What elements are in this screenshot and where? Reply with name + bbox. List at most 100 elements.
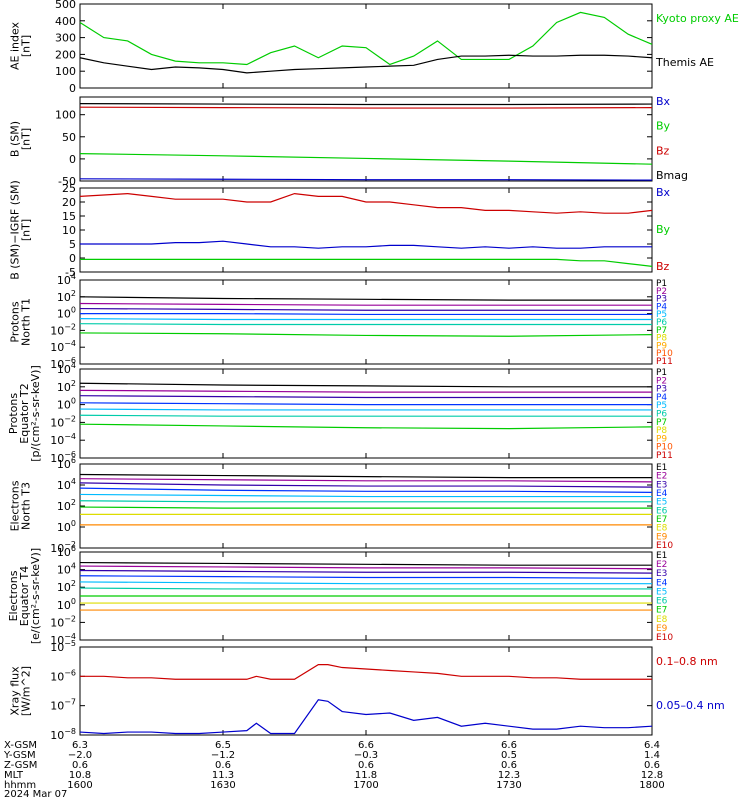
y-axis-label: AE index (9, 21, 22, 70)
legend-entry: E5 (656, 498, 667, 508)
series-line (79, 307, 652, 311)
legend-entry: Bz (656, 144, 670, 157)
legend-entry: P1 (656, 279, 667, 289)
legend-entry: P11 (656, 451, 673, 461)
panel-1: 0 100 200 300 400 500 AE index[nT] Kyoto proxy … (9, 0, 739, 95)
panel-2: -50 0 50 100 B (SM)[nT] Bx By Bz Bmag (9, 95, 689, 188)
series-line (79, 587, 652, 590)
y-tick-label: 100 (57, 397, 76, 412)
y-tick-label: 0 (69, 153, 76, 166)
y-tick-label: 10−2 (50, 414, 76, 429)
series-line (79, 565, 653, 570)
legend-entry: P9 (656, 434, 667, 444)
legend-entry: Bx (656, 186, 671, 199)
legend-entry: Themis AE (655, 56, 714, 69)
y-tick-label: 104 (57, 562, 76, 577)
y-axis-label: [p/(cm²-s-sr-keV)] (29, 365, 42, 462)
y-tick-label: 100 (55, 109, 76, 122)
y-tick-label: 102 (57, 379, 76, 394)
legend-entry: P6 (656, 318, 667, 328)
x-axis-value: 6.5 (215, 740, 231, 751)
x-axis-row-label: Y-GSM (3, 750, 36, 761)
x-axis-value: −1.2 (211, 750, 235, 761)
series-line (79, 561, 652, 566)
legend-entry: E2 (656, 560, 667, 570)
series-line (80, 313, 652, 316)
y-tick-label: 10−4 (50, 432, 76, 447)
x-axis-row-label: MLT (4, 770, 24, 781)
x-axis-value: 1700 (353, 780, 378, 791)
y-tick-label: 100 (55, 65, 76, 78)
series-line (79, 487, 653, 493)
x-axis-value: 12.8 (641, 770, 663, 781)
y-tick-label: 200 (55, 48, 76, 61)
x-axis-value: −2.0 (68, 750, 92, 761)
y-tick-label: 15 (62, 210, 76, 223)
legend-entry: E4 (656, 578, 668, 588)
y-tick-label: -5 (65, 266, 76, 279)
x-axis-value: 6.6 (501, 740, 517, 751)
y-tick-label: 102 (57, 579, 76, 594)
y-tick-label: 10−5 (50, 639, 76, 654)
legend-entry: P9 (656, 341, 667, 351)
legend-entry: P10 (656, 443, 673, 453)
legend-entry: P1 (656, 368, 667, 378)
y-tick-label: 100 (57, 597, 76, 612)
legend-entry: P3 (656, 295, 667, 305)
legend-entry: P7 (656, 326, 667, 336)
x-axis-value: 0.6 (215, 760, 231, 771)
series-line (79, 478, 653, 483)
series-line (79, 506, 652, 509)
series-line (79, 302, 652, 306)
x-axis-value: 11.8 (355, 770, 377, 781)
legend-entry: E5 (656, 587, 667, 597)
y-tick-label: 400 (55, 15, 76, 28)
y-tick-label: 25 (62, 182, 76, 195)
legend-entry: E7 (656, 515, 667, 525)
series-line (79, 152, 653, 165)
series-line (79, 423, 653, 430)
legend-entry: P8 (656, 426, 667, 436)
legend-entry: 0.05–0.4 nm (656, 699, 725, 712)
y-tick-label: 500 (55, 0, 76, 11)
legend-entry: E3 (656, 480, 667, 490)
series-line (79, 192, 653, 214)
series-line (79, 395, 652, 399)
series-line (79, 482, 653, 488)
series-line (79, 178, 653, 181)
legend-entry: Bmag (656, 169, 688, 182)
series-line (79, 414, 652, 417)
y-axis-label: [nT] (20, 35, 33, 57)
x-axis-value: 1600 (67, 780, 92, 791)
legend-entry: P2 (656, 287, 667, 297)
y-axis-label: Protons (7, 393, 20, 434)
y-tick-label: 104 (57, 477, 76, 492)
y-axis-label: Electrons (9, 480, 22, 531)
x-axis-value: 6.4 (644, 740, 660, 751)
legend-entry: E1 (656, 551, 667, 561)
legend-entry: Bz (656, 260, 670, 273)
series-line (79, 699, 653, 735)
legend-entry: P8 (656, 334, 667, 344)
legend-entry: E8 (656, 524, 668, 534)
y-tick-label: 5 (69, 238, 76, 251)
y-axis-label: [nT] (20, 219, 33, 241)
y-tick-label: 102 (57, 289, 76, 304)
x-axis-row-label: hhmm (4, 780, 36, 791)
legend-entry: E6 (656, 506, 668, 516)
legend-entry: P7 (656, 418, 667, 428)
series-line (79, 493, 652, 498)
x-axis-value: −0.3 (354, 750, 378, 761)
y-axis-label: B (SM)−IGRF (SM) (9, 180, 22, 280)
legend-entry: E2 (656, 472, 667, 482)
x-axis-value: 1800 (639, 780, 664, 791)
series-line (79, 11, 653, 66)
y-tick-label: 300 (55, 32, 76, 45)
y-axis-label: North T1 (20, 298, 33, 346)
legend-entry: P5 (656, 401, 667, 411)
series-line (79, 54, 653, 74)
